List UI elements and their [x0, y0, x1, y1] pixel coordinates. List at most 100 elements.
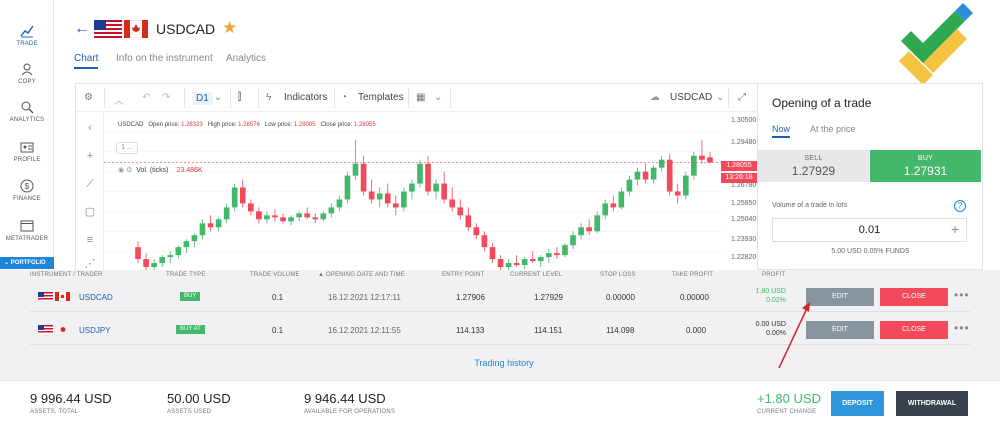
buy-button[interactable]: BUY 1.27931 [870, 150, 981, 182]
row-symbol[interactable]: USDJPY [79, 326, 111, 335]
row-volume: 0.1 [272, 293, 284, 302]
row-take-profit: 0.00000 [680, 293, 709, 302]
volume-label: Vol. (ticks) [136, 167, 169, 174]
candle-body [417, 163, 423, 184]
tab-at-price[interactable]: At the price [810, 124, 856, 134]
row-take-profit: 0.000 [686, 326, 707, 335]
chevron-up-icon[interactable]: ︿ [114, 96, 124, 107]
sidebar-item-finance[interactable]: $ FINANCE [0, 179, 54, 202]
brand-logo-icon [899, 3, 973, 85]
edit-button[interactable]: EDIT [806, 321, 874, 339]
back-arrow-icon[interactable]: ← [74, 20, 90, 37]
redo-icon[interactable]: ↷ [162, 92, 171, 103]
candle [546, 249, 552, 264]
candle-body [610, 203, 617, 208]
candle-body [288, 217, 294, 222]
tab-info[interactable]: Info on the instrument [116, 53, 213, 64]
assets-total-value: 9 996.44 USD [30, 391, 112, 406]
more-options-icon[interactable]: ••• [954, 321, 970, 335]
chevron-down-icon[interactable]: ⌄ [716, 92, 725, 103]
plus-icon[interactable]: + [951, 221, 960, 237]
ohlc-low: 1.28005 [293, 122, 316, 128]
col-trade-type[interactable]: TRADE TYPE [166, 272, 206, 278]
row-profit: 0.00 USD 0.00% [744, 320, 786, 338]
col-profit[interactable]: PROFIT [762, 272, 786, 278]
sidebar-item-profile[interactable]: PROFILE [0, 140, 54, 163]
tab-analytics[interactable]: Analytics [226, 53, 267, 64]
sidebar-item-analytics[interactable]: ANALYTICS [0, 100, 54, 123]
portfolio-tab[interactable]: ⌄ PORTFOLIO [0, 257, 54, 269]
candle-body [666, 159, 673, 192]
tab-now[interactable]: Now [772, 124, 791, 134]
tab-chart[interactable]: Chart [74, 53, 99, 64]
candle [554, 247, 560, 260]
trade-type-badge: BUY [180, 292, 201, 301]
col-take-profit[interactable]: TAKE PROFIT [672, 272, 714, 278]
candle-body [280, 217, 286, 222]
withdrawal-button[interactable]: WITHDRAWAL [896, 391, 968, 416]
candle-body [642, 171, 649, 180]
candle-body [409, 183, 415, 192]
row-symbol[interactable]: USDCAD [79, 293, 113, 302]
help-icon[interactable]: ? [954, 200, 966, 212]
sidebar-item-trade[interactable]: TRADE [0, 24, 54, 47]
candles-type-icon[interactable]: ⫿ [238, 92, 242, 103]
candle-body [231, 187, 238, 208]
sidebar-item-copy[interactable]: COPY [0, 62, 54, 85]
col-trade-volume[interactable]: TRADE VOLUME [250, 272, 300, 278]
timeframe-select[interactable]: D1 [192, 92, 213, 105]
eye-icon[interactable]: ◉ [118, 167, 125, 174]
close-button[interactable]: CLOSE [880, 288, 948, 306]
templates-icon: ◔ [341, 92, 348, 103]
usd-cad-flags-icon [38, 292, 70, 301]
lot-volume-input[interactable]: 0.01 [772, 218, 967, 242]
crosshair-icon[interactable]: + [86, 150, 94, 162]
rectangle-icon[interactable]: ▢ [84, 206, 96, 218]
col-opening-date[interactable]: ▲ OPENING DATE AND TIME [318, 272, 405, 278]
settings-gear-icon[interactable]: ⚙ [84, 92, 93, 103]
symbol-select[interactable]: USDCAD [670, 92, 713, 103]
chevron-down-icon[interactable]: ⌄ [214, 92, 223, 103]
calendar-icon[interactable]: ▦ [416, 92, 426, 103]
ohlc-high: 1.28576 [238, 122, 260, 128]
close-button[interactable]: CLOSE [880, 321, 948, 339]
favorite-star-icon[interactable]: ★ [222, 18, 238, 37]
chevron-down-icon[interactable]: ⌄ [434, 92, 443, 103]
sidebar-item-metatrader[interactable]: METATRADER [0, 219, 54, 242]
candle [344, 171, 351, 204]
candle [288, 215, 294, 226]
candle [191, 233, 198, 248]
trading-history-link[interactable]: Trading history [474, 358, 534, 368]
candlestick-chart[interactable] [104, 112, 759, 271]
candle-body [594, 215, 601, 232]
price-axis-tick: 1.25850 [731, 200, 757, 207]
sell-button[interactable]: SELL 1.27929 [758, 150, 869, 182]
pitchfork-icon[interactable]: ⋰ [84, 258, 96, 270]
edit-button[interactable]: EDIT [806, 288, 874, 306]
col-instrument[interactable]: INSTRUMENT / TRADER [30, 272, 103, 278]
candle [384, 183, 391, 208]
fullscreen-icon[interactable]: ⤢ [738, 92, 746, 103]
settings-gear-icon[interactable]: ⚙ [126, 167, 133, 174]
indicators-button[interactable]: Indicators [284, 92, 328, 103]
indicator-collapse-button[interactable]: 1 ... [116, 142, 138, 154]
templates-button[interactable]: Templates [358, 92, 404, 103]
table-row[interactable]: USDJPY BUY AT 0.1 16.12.2021 12:11:55 11… [30, 315, 970, 345]
fib-lines-icon[interactable]: ≡ [86, 234, 94, 246]
candle [626, 175, 633, 196]
collapse-arrow-icon[interactable]: ‹ [88, 122, 92, 134]
col-entry-point[interactable]: ENTRY POINT [442, 272, 485, 278]
trend-line-icon[interactable]: ⟋ [86, 178, 94, 190]
row-volume: 0.1 [272, 326, 284, 335]
col-current-level[interactable]: CURRENT LEVEL [510, 272, 563, 278]
profit-value: 1.80 USD [755, 288, 786, 295]
table-header: INSTRUMENT / TRADER TRADE TYPE TRADE VOL… [0, 270, 1000, 280]
table-row[interactable]: USDCAD BUY 0.1 16.12.2021 12:17:11 1.279… [30, 282, 970, 312]
undo-icon[interactable]: ↶ [142, 92, 151, 103]
candle-body [634, 171, 641, 180]
more-options-icon[interactable]: ••• [954, 288, 970, 302]
profile-card-icon [20, 142, 34, 153]
col-stop-loss[interactable]: STOP LOSS [600, 272, 636, 278]
candle-body [505, 263, 512, 268]
deposit-button[interactable]: DEPOSIT [831, 391, 884, 416]
